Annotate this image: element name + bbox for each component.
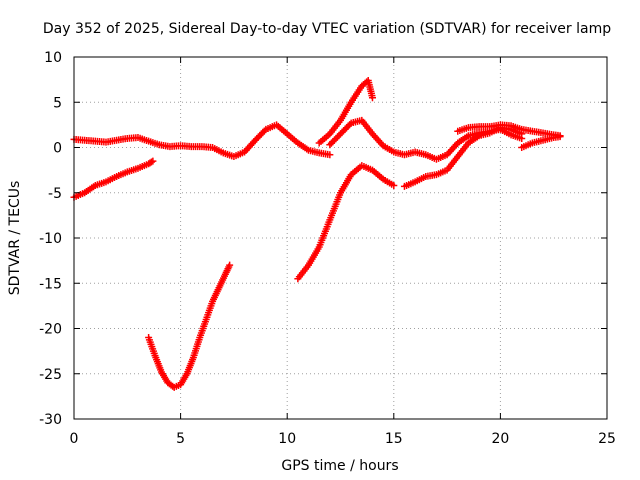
- x-tick-label: 25: [598, 431, 616, 447]
- data-points: [70, 77, 564, 391]
- data-series-arc-9: [518, 133, 564, 151]
- data-series-arc-3: [145, 261, 234, 391]
- x-tick-label: 10: [278, 431, 296, 447]
- data-point: [390, 182, 398, 190]
- x-tick-label: 20: [491, 431, 509, 447]
- data-point: [260, 127, 268, 135]
- y-tick-label: 10: [44, 50, 62, 66]
- x-axis-label: GPS time / hours: [281, 458, 398, 474]
- y-tick-label: -30: [39, 412, 62, 428]
- data-point: [326, 151, 334, 159]
- data-point: [149, 157, 157, 165]
- x-tick-label: 0: [70, 431, 79, 447]
- y-tick-label: -5: [48, 186, 62, 202]
- data-series-arc-5: [315, 77, 376, 147]
- x-tick-label: 5: [176, 431, 185, 447]
- data-series-arc-2: [70, 157, 157, 201]
- y-tick-label: -25: [39, 367, 62, 383]
- data-point: [346, 121, 354, 129]
- y-tick-label: -20: [39, 322, 62, 338]
- plot-frame: [73, 56, 608, 420]
- y-tick-label: -15: [39, 276, 62, 292]
- y-tick-label: 0: [53, 141, 62, 157]
- axis-ticks: 0 5 10 15 20 25 -30 -25 -20 -15 -10 -5 0 5 10: [39, 50, 616, 447]
- x-tick-label: 15: [385, 431, 403, 447]
- chart-title: Day 352 of 2025, Sidereal Day-to-day VTE…: [43, 21, 611, 37]
- y-axis-label: SDTVAR / TECUs: [7, 181, 23, 296]
- grid-lines: [74, 57, 607, 419]
- data-point: [147, 158, 155, 166]
- data-series-arc-4: [294, 162, 398, 283]
- y-tick-label: 5: [53, 95, 62, 111]
- y-tick-label: -10: [39, 231, 62, 247]
- data-point: [556, 133, 564, 141]
- data-point: [226, 261, 234, 269]
- data-point: [368, 94, 376, 102]
- data-series-arc-1: [70, 121, 334, 161]
